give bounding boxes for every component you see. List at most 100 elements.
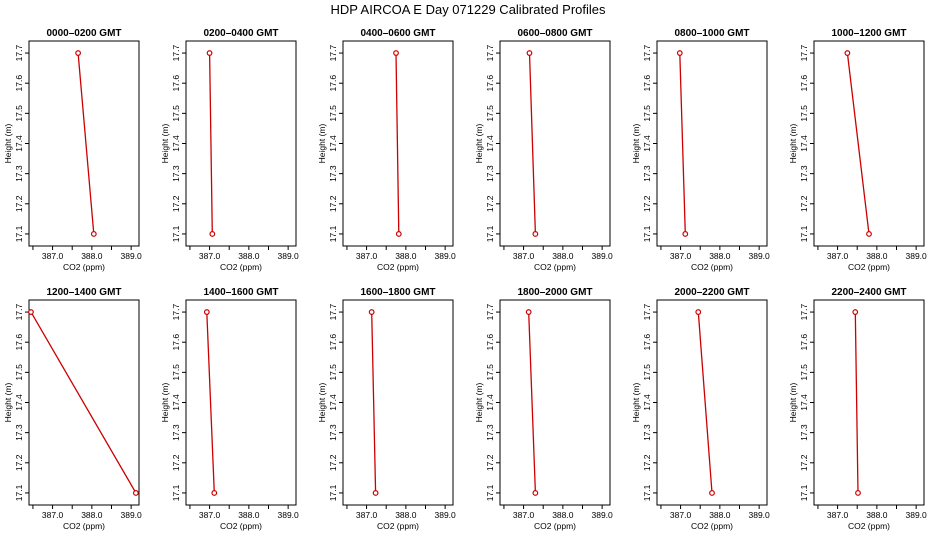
data-point [90,231,97,237]
panel-11: 2000–2200 GMT 387.0 388.0 389.0 17.1 17.2 17.3… [631,287,770,531]
profile-line [846,53,870,234]
x-tick-label: 389.0 [592,251,614,261]
data-point [132,490,139,496]
y-tick-label: 17.1 [642,484,652,501]
profile-line [528,312,537,493]
x-tick-label: 388.0 [238,510,260,520]
x-tick-label: 389.0 [435,251,457,261]
y-tick-label: 17.6 [485,334,495,351]
panel-title: 0000–0200 GMT [46,28,121,39]
y-tick-label: 17.2 [14,454,24,471]
y-tick-label: 17.4 [171,394,181,411]
x-tick-label: 387.0 [670,510,692,520]
y-tick-label: 17.7 [328,304,338,321]
x-tick-label: 388.0 [866,251,888,261]
x-axis-label: CO2 (ppm) [534,262,576,272]
y-tick-label: 17.2 [799,454,809,471]
plot-frame [656,299,768,506]
x-tick-label: 389.0 [121,251,143,261]
plot-frame [656,40,768,247]
x-axis-label: CO2 (ppm) [848,521,890,531]
x-tick-label: 388.0 [395,510,417,520]
data-point [695,309,702,315]
y-tick-label: 17.6 [14,75,24,92]
data-point [211,490,218,496]
y-tick-label: 17.1 [14,225,24,242]
x-tick-label: 387.0 [42,510,64,520]
x-tick-label: 387.0 [356,251,378,261]
y-tick-label: 17.5 [171,364,181,381]
panel-title: 0800–1000 GMT [674,28,749,39]
y-axis-label: Height (m) [788,124,798,164]
x-axis-label: CO2 (ppm) [691,262,733,272]
profile-line [208,53,213,234]
y-tick-label: 17.3 [642,424,652,441]
y-tick-label: 17.2 [14,195,24,212]
y-tick-label: 17.2 [799,195,809,212]
y-tick-label: 17.7 [485,45,495,62]
y-tick-label: 17.4 [328,394,338,411]
y-axis-label: Height (m) [474,383,484,423]
x-tick-label: 388.0 [709,251,731,261]
panel-3: 0400–0600 GMT 387.0 388.0 389.0 17.1 17.2 17.3… [317,28,456,272]
data-point [372,490,379,496]
panel-6: 1000–1200 GMT 387.0 388.0 389.0 17.1 17.2 17.3… [788,28,927,272]
y-tick-label: 17.5 [14,105,24,122]
y-tick-label: 17.5 [485,105,495,122]
y-tick-label: 17.3 [485,165,495,182]
y-tick-label: 17.6 [14,334,24,351]
data-point [75,50,82,56]
data-point [676,50,683,56]
data-point [28,309,34,315]
y-tick-label: 17.5 [799,364,809,381]
y-tick-label: 17.5 [485,364,495,381]
x-tick-label: 387.0 [670,251,692,261]
profile-line [528,53,537,234]
x-axis-label: CO2 (ppm) [848,262,890,272]
x-tick-label: 387.0 [513,251,535,261]
y-tick-label: 17.3 [328,424,338,441]
data-point [209,231,216,237]
y-tick-label: 17.1 [799,225,809,242]
y-tick-label: 17.5 [642,105,652,122]
panel-9: 1600–1800 GMT 387.0 388.0 389.0 17.1 17.2 17.3… [317,287,456,531]
y-tick-label: 17.6 [171,334,181,351]
y-axis-label: Height (m) [788,383,798,423]
plot-frame [185,40,297,247]
panel-title: 1800–2000 GMT [517,287,592,298]
y-tick-label: 17.4 [14,135,24,152]
x-axis-label: CO2 (ppm) [377,262,419,272]
x-axis-label: CO2 (ppm) [377,521,419,531]
x-axis-label: CO2 (ppm) [691,521,733,531]
x-tick-label: 387.0 [42,251,64,261]
panel-title: 0400–0600 GMT [360,28,435,39]
y-axis-label: Height (m) [3,383,13,423]
data-point [855,490,861,496]
y-tick-label: 17.7 [14,304,24,321]
plot-frame [28,40,140,247]
y-tick-label: 17.2 [485,195,495,212]
panel-title: 2000–2200 GMT [674,287,749,298]
panel-10: 1800–2000 GMT 387.0 388.0 389.0 17.1 17.2 17.3… [474,287,613,531]
plot-frame [813,299,925,506]
y-axis-label: Height (m) [317,124,327,164]
data-point [395,231,402,237]
panel-4: 0600–0800 GMT 387.0 388.0 389.0 17.1 17.2 17.3… [474,28,613,272]
plot-frame [813,40,925,247]
panel-8: 1400–1600 GMT 387.0 388.0 389.0 17.1 17.2 17.3… [160,287,299,531]
x-axis-label: CO2 (ppm) [220,521,262,531]
y-tick-label: 17.7 [171,304,181,321]
y-tick-label: 17.1 [171,484,181,501]
data-point [844,50,851,56]
y-tick-label: 17.4 [642,394,652,411]
x-tick-label: 387.0 [513,510,535,520]
y-tick-label: 17.7 [799,304,809,321]
panel-7: 1200–1400 GMT 387.0 388.0 389.0 17.1 17.2 17.3… [3,287,142,531]
y-tick-label: 17.1 [799,484,809,501]
x-axis-label: CO2 (ppm) [63,262,105,272]
profile-line [697,312,713,493]
y-tick-label: 17.1 [14,484,24,501]
x-tick-label: 387.0 [199,510,221,520]
data-point [206,50,213,56]
